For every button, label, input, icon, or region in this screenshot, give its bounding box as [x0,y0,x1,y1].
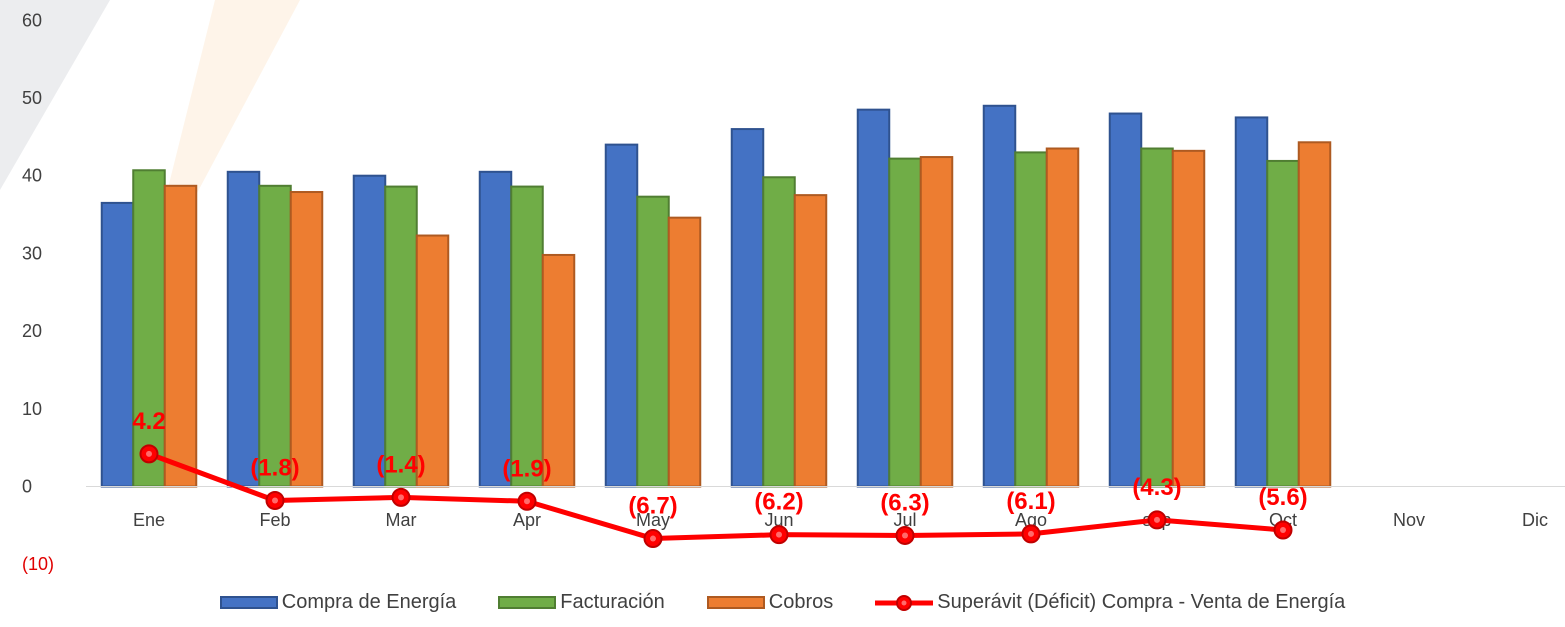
data-label: (6.1) [1006,488,1055,515]
x-tick-label: Jun [764,510,793,530]
bar [667,216,702,488]
x-tick-label: Mar [386,510,417,530]
x-axis: EneFebMarAprMayJunJulAgosepOctNovDic [133,510,1548,530]
line-path [148,451,1284,542]
bar [226,170,261,488]
line-point-highlight [398,494,404,501]
data-label: (1.4) [376,451,425,478]
bar [919,156,954,488]
line-point-highlight [902,532,908,539]
legend-swatch [706,596,765,609]
bar [478,170,513,488]
bar [1045,147,1080,488]
y-axis: 60 50 40 30 20 10 0 (10) [22,10,54,574]
y-tick-label: 20 [22,321,42,341]
x-tick-label: Ene [133,510,165,530]
x-tick-label: Apr [513,510,541,530]
bars [100,104,1332,488]
bar [541,253,576,488]
line-point-highlight [1280,527,1286,534]
bar [856,108,891,488]
bar [510,185,544,488]
bar [730,128,765,488]
x-tick-label: Ago [1015,510,1047,530]
x-tick-label: Jul [893,510,916,530]
line-series [139,444,1293,549]
bar [636,195,670,488]
data-label: (1.9) [502,455,551,482]
bar [793,194,828,488]
legend-item: Superávit (Déficit) Compra - Venta de En… [875,591,1345,614]
legend-label: Superávit (Déficit) Compra - Venta de En… [937,591,1346,613]
y-tick-label: 0 [22,477,32,497]
bar [100,201,135,488]
y-tick-label: 60 [22,10,42,30]
legend-item: Compra de Energía [219,591,457,614]
y-tick-label: 40 [22,166,42,186]
bar [352,174,387,488]
chart: 60 50 40 30 20 10 0 (10) Ene Feb Mar Apr May Jun Jul A… [22,10,1565,574]
bar [762,176,796,488]
line-point-highlight [1154,516,1160,523]
bar [132,169,166,488]
bar [1140,147,1174,488]
bar [982,104,1017,488]
bar [289,191,324,488]
line-point-highlight [776,531,782,538]
x-tick-label: Dic [1522,510,1548,530]
bar [415,234,450,488]
y-tick-label: 30 [22,243,42,263]
x-tick-label: Nov [1393,510,1425,530]
bar [1108,112,1143,488]
data-label: 4.2 [132,408,165,435]
bar [604,143,639,488]
bar [1234,116,1269,488]
y-tick-label: 10 [22,399,42,419]
data-label: (6.2) [754,489,803,516]
bar [1171,149,1206,488]
legend-label: Cobros [768,591,834,613]
data-label: (1.8) [250,454,299,481]
line-point-highlight [524,498,530,505]
line-point-highlight [146,450,152,457]
line-point-highlight [1028,530,1034,537]
legend-swatch [219,596,278,609]
data-label: (5.6) [1258,484,1307,511]
line-point-highlight [272,497,278,504]
bar [384,185,418,488]
data-label: (6.3) [880,489,929,516]
legend-label: Facturación [560,591,665,613]
legend-item: Cobros [706,591,834,614]
legend-label: Compra de Energía [281,591,457,613]
bar [1014,151,1048,488]
x-tick-label: Feb [259,510,290,530]
x-tick-label: May [636,510,670,530]
y-tick-label: 50 [22,88,42,108]
bar [888,157,922,488]
bar [1297,141,1332,488]
legend-swatch [498,596,557,609]
bar [163,184,198,488]
line-point-highlight [650,535,656,542]
legend-swatch [875,594,934,611]
data-labels: 4.2 (1.8) (1.4) (1.9) (6.7) (6.2) (6.3) (6.1) (4… [132,408,1307,520]
data-label: (4.3) [1132,474,1181,501]
bar [258,184,292,488]
legend-item: Facturación [498,591,665,614]
data-label: (6.7) [628,493,677,520]
y-tick-label: (10) [22,554,54,574]
legend: Compra de Energía Facturación Cobros Superá… [0,591,1565,614]
bar [1266,159,1300,488]
